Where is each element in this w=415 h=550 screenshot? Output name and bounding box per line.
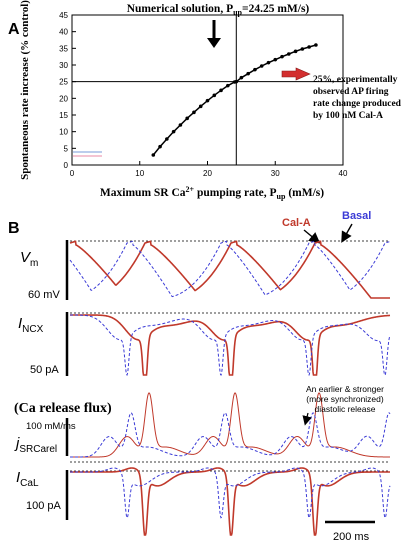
data-point bbox=[219, 88, 223, 93]
data-point bbox=[226, 83, 230, 88]
annotation-25-line4: by 100 nM Cal-A bbox=[313, 111, 383, 121]
label-jsr: jSRCarel bbox=[14, 435, 57, 455]
trace-vm-cal-a bbox=[69, 240, 390, 299]
data-point bbox=[192, 110, 196, 115]
x-tick-label: 10 bbox=[135, 169, 144, 178]
y-tick-label: 40 bbox=[59, 28, 68, 37]
trace-ical-basal bbox=[70, 467, 391, 519]
scale-time: 200 ms bbox=[333, 531, 370, 543]
scale-flux: 100 mM/ms bbox=[26, 421, 76, 432]
data-point bbox=[246, 71, 250, 76]
legend-cal-a-arrow bbox=[303, 229, 321, 244]
x-tick-label: 0 bbox=[70, 169, 75, 178]
data-point bbox=[314, 43, 318, 47]
y-tick-label: 20 bbox=[59, 94, 68, 103]
data-point bbox=[266, 60, 271, 65]
data-point bbox=[293, 49, 298, 54]
x-tick-label: 20 bbox=[203, 169, 212, 178]
data-point bbox=[158, 144, 162, 149]
annotation-release-2: (more synchronized) bbox=[306, 394, 384, 404]
data-point bbox=[171, 129, 176, 134]
panel-b-traces bbox=[69, 240, 391, 536]
trace-jsr-basal bbox=[70, 412, 391, 458]
annotation-release-3: diastolic release bbox=[315, 404, 376, 414]
data-point bbox=[178, 123, 183, 127]
y-tick-label: 0 bbox=[64, 161, 69, 170]
data-point bbox=[198, 104, 203, 109]
data-point bbox=[212, 93, 217, 98]
annotation-release-1: An earlier & stronger bbox=[306, 384, 384, 394]
data-point bbox=[239, 75, 244, 80]
panel-a-label: A bbox=[8, 21, 20, 38]
y-tick-label: 25 bbox=[59, 78, 68, 87]
annotation-25-line3: rate change produced bbox=[313, 99, 402, 109]
y-tick-label: 35 bbox=[59, 44, 68, 53]
y-tick-label: 15 bbox=[59, 111, 68, 120]
label-ical: ICaL bbox=[16, 469, 39, 489]
annotation-25-line2: observed AP firing bbox=[313, 87, 389, 97]
trace-vm-basal bbox=[69, 240, 391, 298]
annotation-release-arrow bbox=[302, 412, 312, 426]
panel-b-label: B bbox=[8, 220, 20, 237]
plot-a-frame bbox=[71, 14, 344, 166]
flux-title: (Ca release flux) bbox=[14, 401, 112, 416]
y-tick-label: 10 bbox=[59, 128, 68, 137]
arrow-25-percent bbox=[281, 67, 311, 81]
panel-b: B Cal-A Basal Vm 60 mV INCX 50 pA (Ca re… bbox=[8, 210, 391, 543]
y-tick-label: 30 bbox=[59, 61, 68, 70]
plot-a-curve bbox=[151, 43, 318, 157]
data-point bbox=[300, 47, 305, 51]
plot-a-ticks: 0 10 20 30 40 0 5 10 15 20 25 30 35 40 45 bbox=[59, 11, 348, 178]
annotation-numerical-solution: Numerical solution, Pup=24.25 mM/s) bbox=[127, 3, 310, 17]
data-point bbox=[151, 153, 156, 157]
trace-incx-cal-a bbox=[70, 314, 391, 376]
annotation-25-line1: 25%, experimentally bbox=[313, 75, 398, 85]
scale-ical: 100 pA bbox=[26, 500, 62, 512]
scale-vm: 60 mV bbox=[28, 289, 60, 301]
legend-basal: Basal bbox=[342, 210, 371, 222]
label-incx: INCX bbox=[18, 315, 44, 335]
x-tick-label: 30 bbox=[271, 169, 280, 178]
plot-a-ylabel: Spontaneous rate increase (% control) bbox=[19, 0, 31, 180]
data-point bbox=[259, 64, 264, 68]
plot-a-xlabel: Maximum SR Ca2+ pumping rate, Pup (mM/s) bbox=[100, 185, 324, 201]
legend-cal-a: Cal-A bbox=[282, 217, 311, 229]
plot-a-reference-lines bbox=[72, 15, 343, 165]
panel-a: A 0 10 20 30 40 0 5 10 15 20 25 30 35 40 45 Spontaneou… bbox=[8, 0, 402, 201]
y-tick-label: 45 bbox=[59, 11, 68, 20]
data-point bbox=[185, 116, 189, 121]
curve-line bbox=[152, 44, 317, 156]
trace-incx-basal bbox=[70, 314, 391, 377]
data-point bbox=[307, 45, 311, 49]
arrow-numerical-head bbox=[207, 38, 221, 48]
data-point bbox=[280, 54, 284, 59]
data-point bbox=[165, 137, 169, 141]
label-vm: Vm bbox=[20, 249, 38, 269]
data-point bbox=[205, 98, 210, 103]
data-point bbox=[287, 52, 291, 56]
data-point bbox=[234, 79, 239, 84]
x-tick-label: 40 bbox=[339, 169, 348, 178]
legend-basal-arrow bbox=[341, 223, 353, 243]
scale-incx: 50 pA bbox=[30, 364, 59, 376]
data-point bbox=[253, 67, 257, 72]
trace-ical-cal-a bbox=[70, 467, 390, 536]
trace-jsr-cal-a bbox=[70, 392, 390, 458]
y-tick-label: 5 bbox=[64, 144, 69, 153]
data-point bbox=[273, 57, 278, 62]
